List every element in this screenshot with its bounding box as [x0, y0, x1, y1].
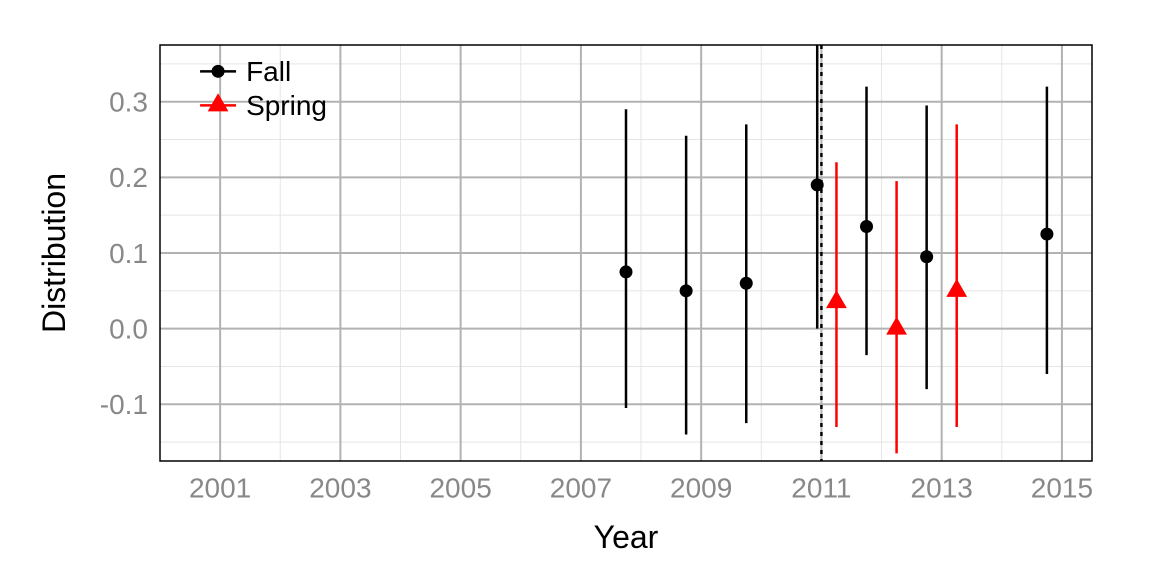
- x-tick-label: 2003: [309, 473, 371, 504]
- y-tick-label: 0.1: [109, 238, 148, 269]
- x-tick-label: 2005: [429, 473, 491, 504]
- x-tick-label: 2009: [670, 473, 732, 504]
- x-tick-label: 2007: [550, 473, 612, 504]
- y-tick-label: -0.1: [100, 389, 148, 420]
- x-tick-label: 2001: [189, 473, 251, 504]
- y-tick-label: 0.0: [109, 313, 148, 344]
- x-tick-label: 2011: [791, 473, 851, 504]
- y-tick-label: 0.3: [109, 87, 148, 118]
- x-axis-label: Year: [594, 519, 659, 555]
- legend-label: Fall: [246, 56, 291, 87]
- legend-label: Spring: [246, 90, 327, 121]
- x-tick-label: 2015: [1031, 473, 1093, 504]
- x-tick-label: 2013: [911, 473, 973, 504]
- y-axis-label: Distribution: [36, 173, 72, 333]
- distribution-chart: 2001 2003 2005 2007 2009 2011 2013 2015 -0.1 0.0 0…: [0, 0, 1152, 576]
- y-tick-label: 0.2: [109, 162, 148, 193]
